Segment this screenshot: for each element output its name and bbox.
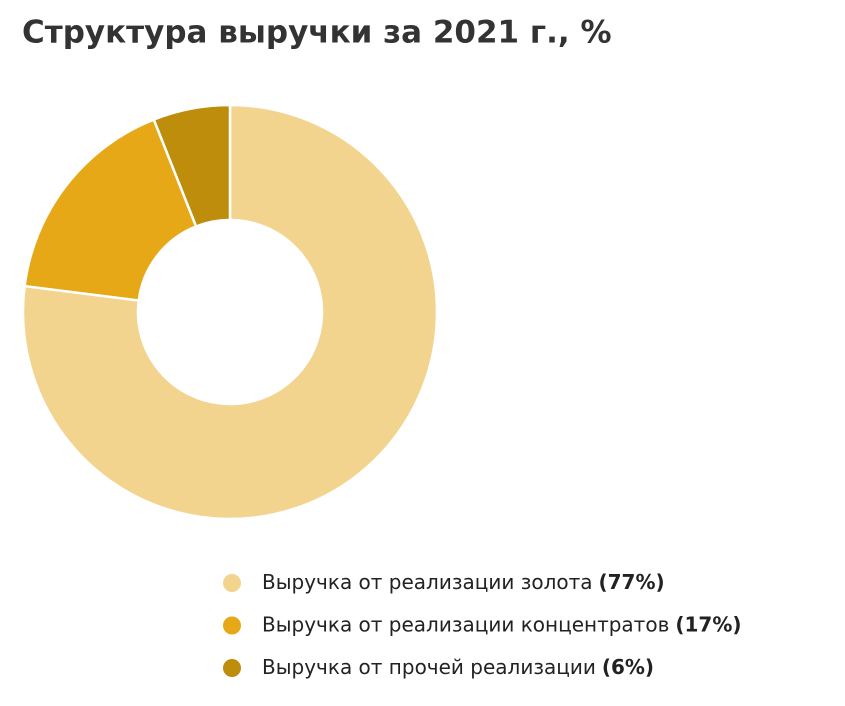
legend-label: Выручка от прочей реализации xyxy=(262,655,596,679)
legend-entry: Выручка от реализации концентратов (17%) xyxy=(262,612,742,636)
legend-entry: Выручка от прочей реализации (6%) xyxy=(262,655,654,679)
legend-entry: Выручка от реализации золота (77%) xyxy=(262,570,665,594)
legend-label: Выручка от реализации золота xyxy=(262,570,593,594)
pie-slice xyxy=(21,103,439,521)
pie-slice xyxy=(152,103,232,229)
legend-swatch xyxy=(223,659,241,677)
legend-value: (77%) xyxy=(599,570,665,594)
legend-swatch xyxy=(223,616,241,635)
legend-value: (17%) xyxy=(675,612,741,636)
chart-title: Структура выручки за 2021 г., % xyxy=(22,15,612,51)
legend-swatch xyxy=(223,574,241,592)
pie-slice xyxy=(23,117,198,302)
legend-label: Выручка от реализации концентратов xyxy=(262,612,669,636)
legend-value: (6%) xyxy=(602,655,654,679)
